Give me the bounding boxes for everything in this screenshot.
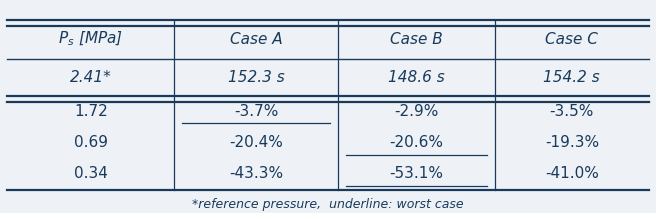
Text: 2.41*: 2.41* (70, 70, 112, 85)
Text: Case B: Case B (390, 32, 443, 47)
Text: -43.3%: -43.3% (229, 167, 283, 181)
Text: Case A: Case A (230, 32, 282, 47)
Text: -41.0%: -41.0% (545, 167, 599, 181)
Text: 148.6 s: 148.6 s (388, 70, 445, 85)
Text: -20.6%: -20.6% (390, 135, 443, 150)
Text: Case C: Case C (545, 32, 598, 47)
Text: 154.2 s: 154.2 s (543, 70, 600, 85)
Text: 0.34: 0.34 (73, 167, 108, 181)
Text: *reference pressure,  underline: worst case: *reference pressure, underline: worst ca… (192, 197, 464, 210)
Text: 152.3 s: 152.3 s (228, 70, 284, 85)
Text: $P_s$ [MPa]: $P_s$ [MPa] (58, 30, 123, 49)
Text: 0.69: 0.69 (73, 135, 108, 150)
Text: -3.7%: -3.7% (234, 104, 278, 119)
Text: -20.4%: -20.4% (229, 135, 283, 150)
Text: -19.3%: -19.3% (544, 135, 599, 150)
Text: -3.5%: -3.5% (550, 104, 594, 119)
Text: -53.1%: -53.1% (390, 167, 443, 181)
Text: -2.9%: -2.9% (394, 104, 439, 119)
Text: 1.72: 1.72 (74, 104, 108, 119)
